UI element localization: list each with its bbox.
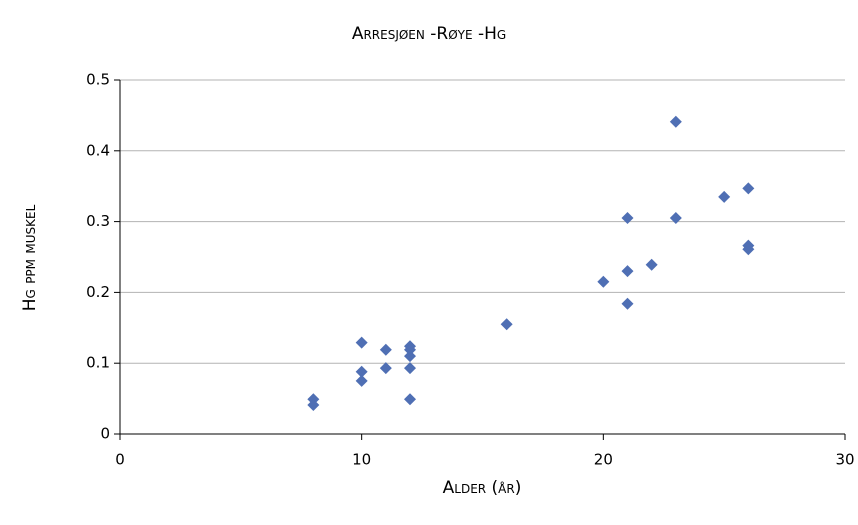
data-point [404, 393, 416, 406]
data-point [621, 212, 634, 225]
x-tick-label: 20 [594, 451, 613, 469]
data-point [379, 362, 392, 375]
y-tick-label: 0.4 [86, 141, 110, 159]
data-point [742, 182, 755, 195]
data-point [669, 212, 682, 225]
x-tick-label: 30 [835, 451, 854, 469]
data-point [404, 343, 416, 356]
data-point [645, 258, 658, 271]
data-point [379, 343, 392, 356]
data-point [404, 350, 416, 363]
y-tick-label: 0.1 [86, 354, 110, 372]
y-tick-label: 0.2 [86, 283, 110, 301]
y-tick-label: 0.5 [86, 71, 110, 89]
chart-title: Arresjøen -Røye -Hg [352, 24, 506, 44]
data-point [742, 243, 755, 256]
data-point [718, 190, 731, 203]
data-point [500, 318, 513, 331]
x-tick-label: 0 [115, 451, 125, 469]
data-point [355, 374, 368, 387]
data-point [307, 398, 320, 411]
data-point [621, 297, 634, 310]
data-point [669, 115, 682, 128]
y-tick-label: 0.3 [86, 212, 110, 230]
data-point [355, 365, 368, 378]
data-point [621, 265, 634, 278]
x-tick-label: 10 [352, 451, 371, 469]
x-axis-label: Alder (år) [443, 478, 522, 498]
y-tick-label: 0 [100, 425, 110, 443]
data-point [355, 336, 368, 349]
data-point [404, 362, 416, 375]
data-point [597, 275, 610, 288]
y-axis-label: Hg ppm muskel [20, 204, 40, 311]
